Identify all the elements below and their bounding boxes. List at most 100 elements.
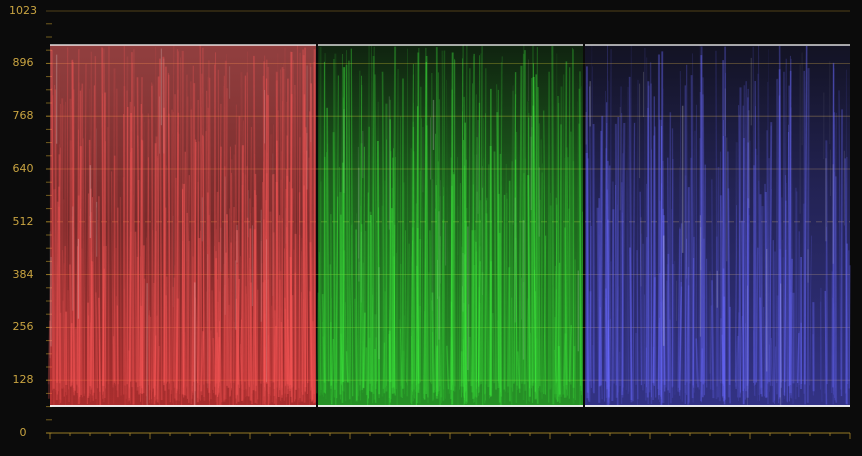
green-trace-line [549,205,552,390]
blue-trace-line [790,107,794,404]
red-trace-line [54,89,59,395]
green-trace-line [450,301,454,392]
blue-trace-line [757,73,760,396]
red-trace-line [300,292,304,384]
blue-trace-line [616,286,619,383]
green-trace-line [564,227,568,386]
green-trace-line [325,152,328,394]
blue-trace-line [604,102,608,382]
blue-trace-line [660,126,663,403]
red-trace-line [78,208,81,388]
red-trace-line [115,88,119,391]
blue-trace-line [769,188,772,392]
red-trace-line [280,321,283,398]
red-trace-line [71,216,76,393]
green-trace-line [483,118,485,395]
red-trace-line [153,335,157,397]
red-trace-line [245,166,249,389]
blue-trace-line [787,131,791,402]
red-trace-line [271,124,275,404]
red-trace-line [128,101,132,398]
blue-trace-line [605,298,609,388]
blue-trace-line [824,290,828,405]
green-trace-line [540,139,543,399]
red-trace-line [254,153,257,383]
red-trace-line [153,143,157,405]
red-trace-line [193,134,196,394]
blue-trace-line [691,53,695,393]
blue-trace-line [688,157,692,384]
red-trace-line [119,196,122,396]
red-trace-line [86,193,90,404]
green-trace-line [321,294,326,383]
red-trace-line [287,319,291,406]
red-trace-line [63,105,66,406]
green-trace-line [514,94,517,382]
red-trace-line [213,52,216,394]
red-trace-line [88,322,91,394]
red-trace-line [78,319,82,403]
blue-trace-line [784,175,788,402]
red-trace-line [202,134,205,397]
blue-trace-line [589,86,592,389]
red-trace-line [279,69,281,388]
red-trace-line [154,315,159,387]
red-trace-line [175,89,179,405]
green-trace-line [359,75,362,386]
green-trace-line [529,332,531,402]
blue-trace-line [611,209,615,401]
red-trace-line [275,71,278,382]
blue-trace-line [776,295,779,395]
blue-trace-line [786,183,789,387]
red-trace-line [281,67,284,395]
green-trace-line [493,151,497,390]
green-trace-line [551,46,555,405]
green-trace-line [392,157,395,394]
red-trace-line [200,331,204,392]
red-trace-line [103,63,107,382]
blue-trace-line [848,265,851,389]
blue-trace-line [806,68,810,403]
red-trace-line [111,171,114,388]
green-trace-line [382,342,386,389]
green-trace-line [431,331,434,400]
red-trace-line [78,90,82,397]
scale-label-640: 640 [12,161,34,175]
red-trace-line [137,135,140,387]
green-trace-line [360,224,364,390]
red-trace-line [173,265,176,406]
blue-trace-line [585,139,588,406]
blue-trace-line [758,180,761,390]
red-trace-line [186,212,190,403]
green-trace-line [437,161,441,387]
blue-trace-line [744,81,747,400]
green-trace-line [446,345,450,390]
blue-trace-line [596,207,601,403]
red-trace-line [298,52,301,400]
green-trace-line [392,46,397,388]
blue-trace-line [773,346,777,404]
red-trace-line [191,65,194,392]
blue-trace-line [606,190,610,399]
green-trace-line [354,298,357,402]
blue-trace-line [767,158,770,404]
red-trace-line [71,59,75,396]
green-trace-line [360,206,364,393]
red-trace-line [53,188,56,389]
blue-trace-line [803,70,806,405]
green-trace-line [441,50,445,390]
blue-trace-line [819,301,823,402]
red-trace-line [282,69,286,394]
green-trace-line [398,319,402,397]
blue-trace-line [753,106,756,386]
blue-trace-line [662,63,665,389]
green-trace-line [461,58,465,396]
green-trace-line [555,102,560,382]
red-trace-line [57,147,62,392]
blue-trace-line [832,68,835,405]
green-trace-line [348,119,352,405]
green-trace-line [468,68,471,382]
blue-trace-line [608,318,611,404]
green-trace-line [463,159,467,401]
red-trace-line [165,295,169,382]
